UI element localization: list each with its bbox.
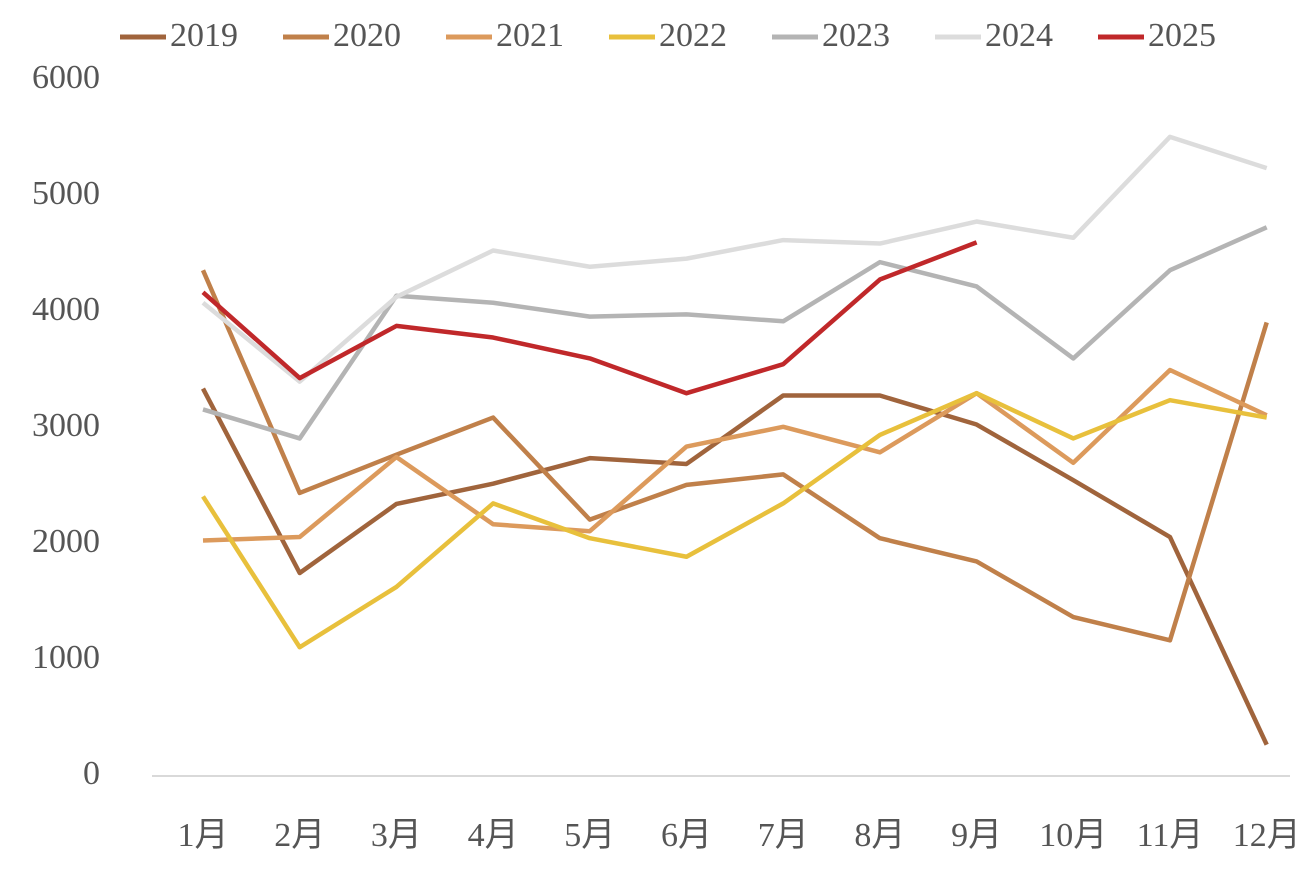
x-tick-label: 2月 xyxy=(274,817,325,854)
x-tick-label: 3月 xyxy=(371,817,422,854)
legend-label: 2021 xyxy=(496,17,564,54)
x-tick-label: 7月 xyxy=(758,817,809,854)
y-tick-label: 5000 xyxy=(32,175,100,212)
series-line xyxy=(202,225,1268,441)
series-line xyxy=(202,367,1268,543)
series-line xyxy=(201,134,1268,384)
x-tick-label: 11月 xyxy=(1137,817,1204,854)
x-tick-label: 8月 xyxy=(854,817,905,854)
series-line xyxy=(201,387,1269,746)
x-tick-label: 1月 xyxy=(178,817,229,854)
x-tick-label: 4月 xyxy=(468,817,519,854)
series-line xyxy=(201,240,978,396)
legend-label: 2024 xyxy=(985,17,1053,54)
y-tick-label: 1000 xyxy=(32,639,100,676)
legend-label: 2025 xyxy=(1148,17,1216,54)
series-line xyxy=(200,269,1269,643)
x-tick-label: 10月 xyxy=(1039,817,1107,854)
x-tick-label: 12月 xyxy=(1233,817,1301,854)
x-tick-label: 5月 xyxy=(564,817,615,854)
y-tick-label: 2000 xyxy=(32,523,100,560)
legend-label: 2020 xyxy=(333,17,401,54)
y-tick-label: 4000 xyxy=(32,291,100,328)
legend-label: 2019 xyxy=(170,17,238,54)
series-line xyxy=(201,390,1268,650)
legend-label: 2023 xyxy=(822,17,890,54)
x-tick-label: 9月 xyxy=(951,817,1002,854)
legend-label: 2022 xyxy=(659,17,727,54)
x-tick-label: 6月 xyxy=(661,817,712,854)
y-tick-label: 6000 xyxy=(32,59,100,96)
y-tick-label: 0 xyxy=(83,755,100,792)
y-tick-label: 3000 xyxy=(32,407,100,444)
